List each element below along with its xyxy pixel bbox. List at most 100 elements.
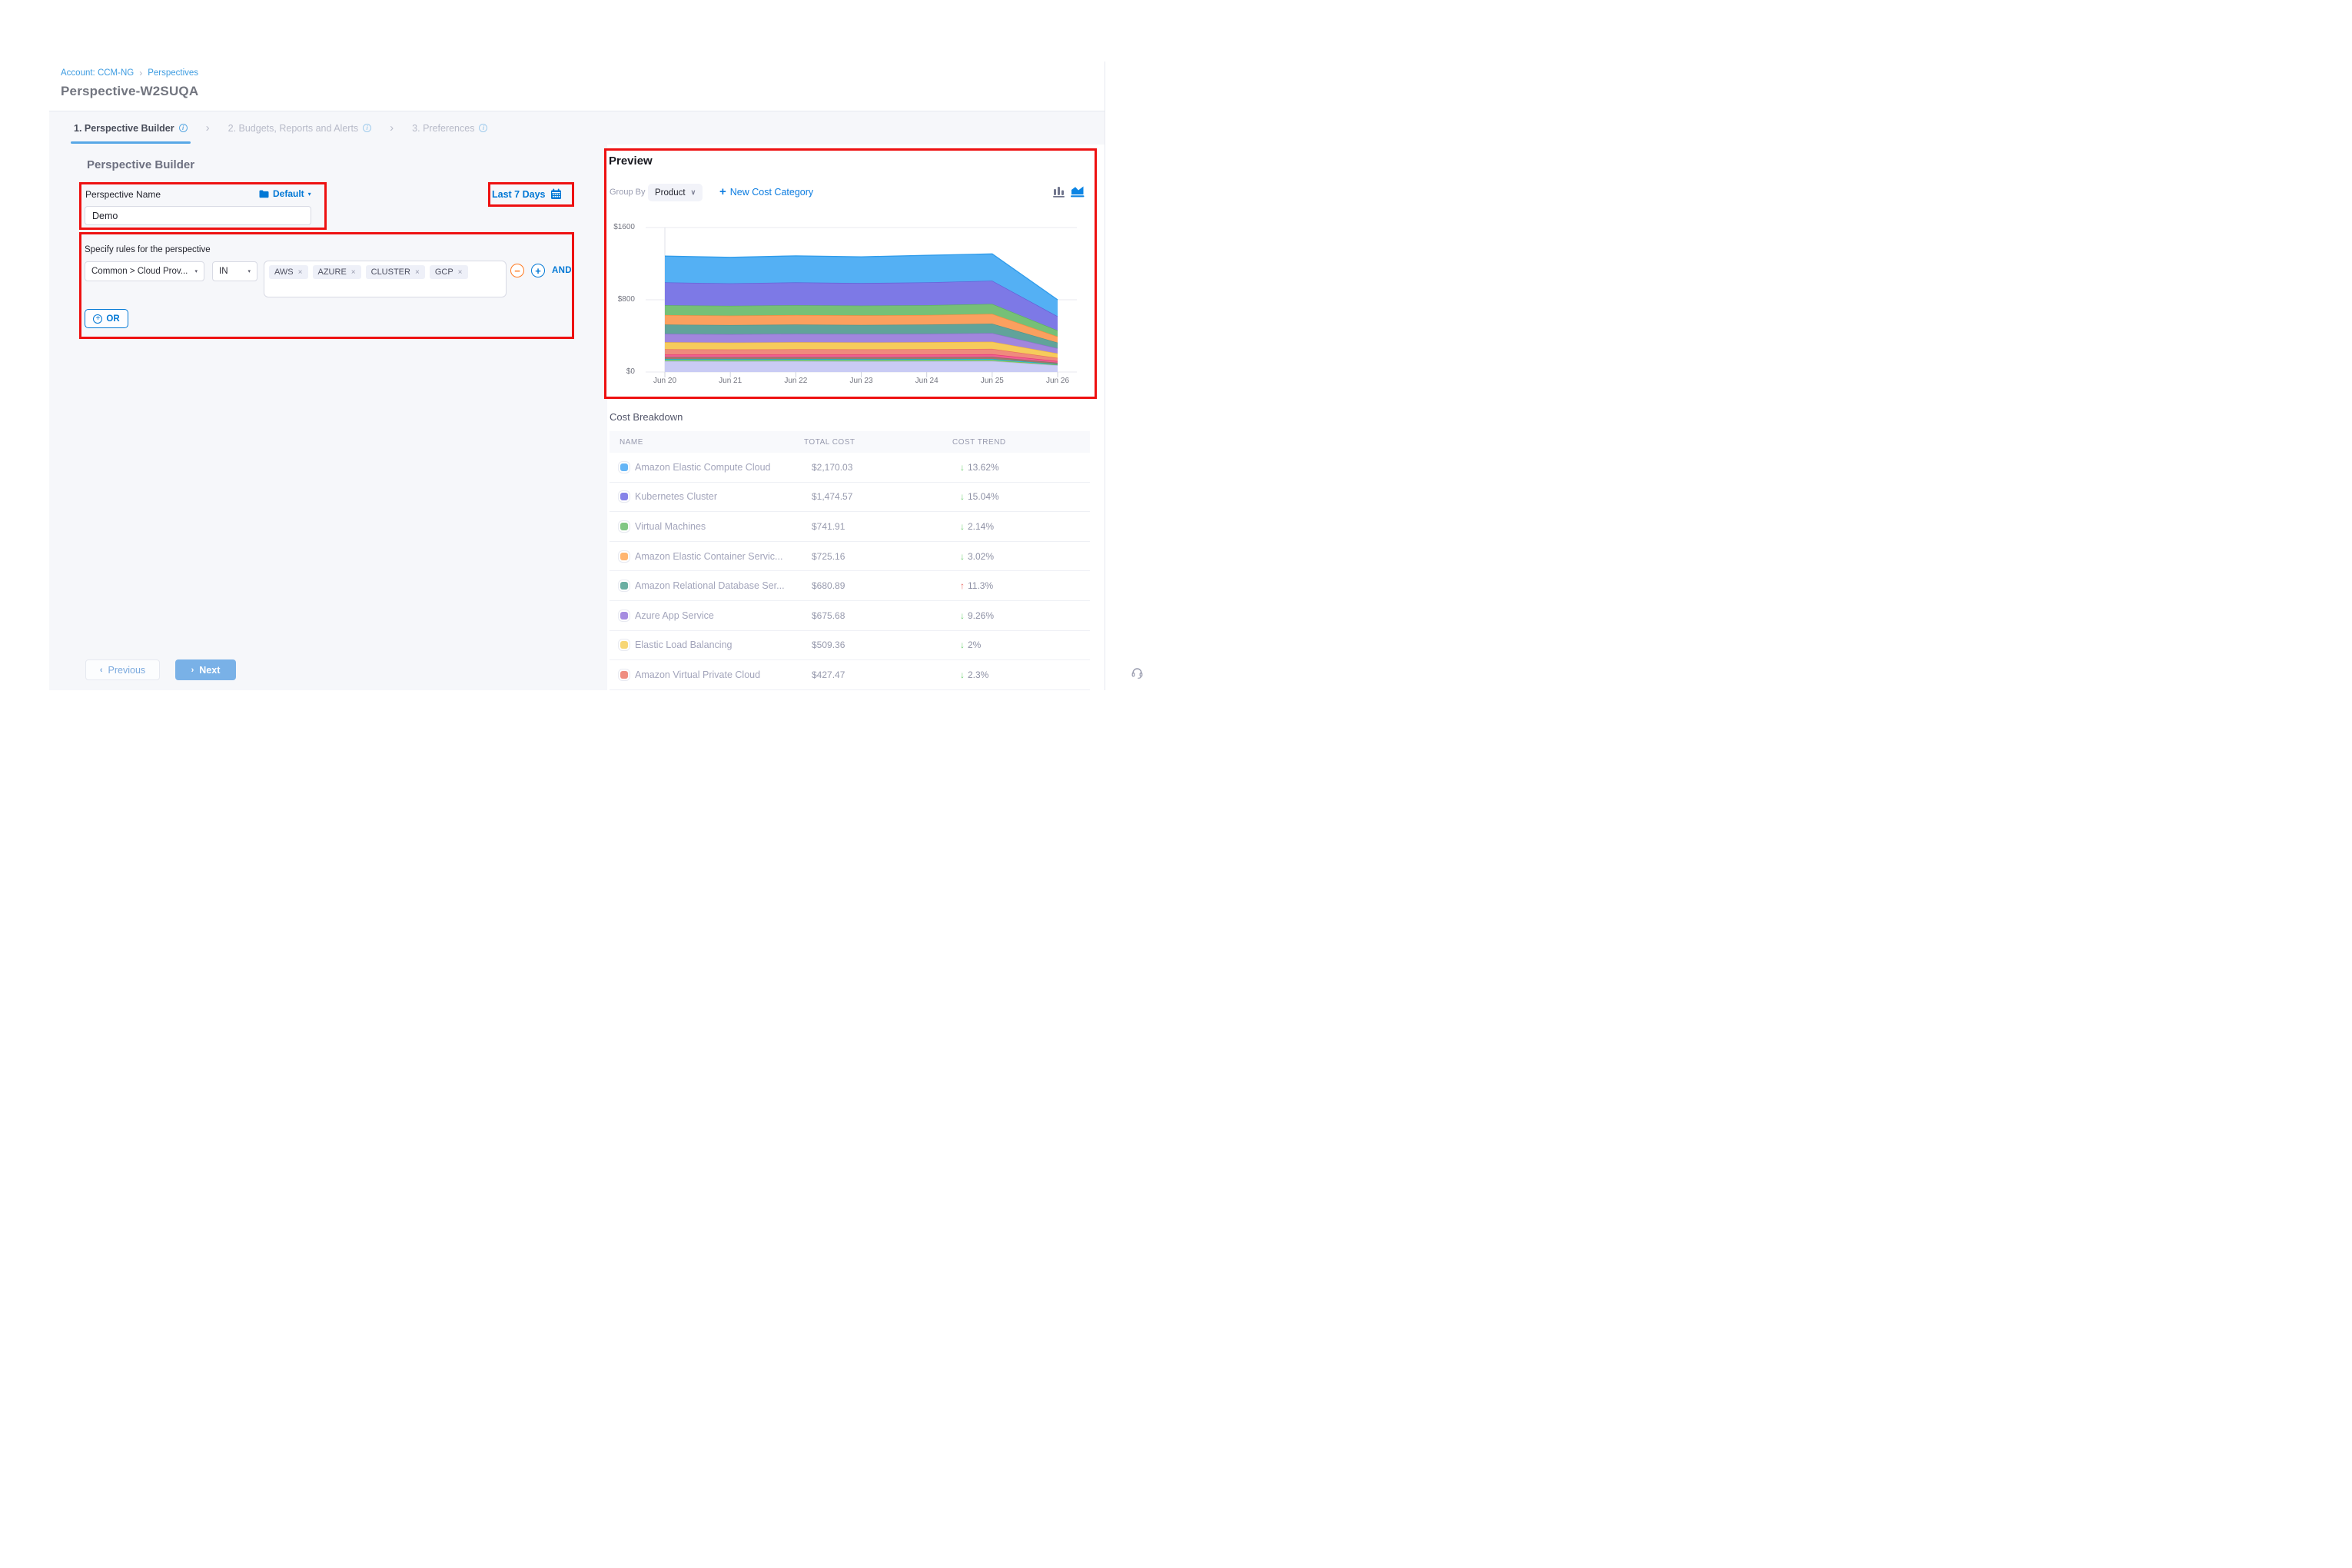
chip-label: CLUSTER — [370, 267, 410, 277]
cost-breakdown-row[interactable]: Elastic Load Balancing $509.36 ↓ 2% — [610, 631, 1090, 661]
add-or-rule-button[interactable]: + OR — [85, 309, 128, 328]
folder-selector[interactable]: Default ▾ — [259, 188, 311, 199]
chip-close-icon[interactable]: × — [350, 267, 356, 277]
series-color-swatch — [620, 522, 628, 530]
breadcrumb-perspectives-link[interactable]: Perspectives — [148, 68, 199, 78]
trend-down-icon: ↓ — [960, 669, 965, 680]
calendar-icon — [551, 188, 562, 199]
support-headset-icon[interactable] — [1131, 666, 1144, 679]
trend-down-icon: ↓ — [960, 520, 965, 532]
cost-breakdown-row[interactable]: Azure App Service $675.68 ↓ 9.26% — [610, 601, 1090, 631]
service-name: Kubernetes Cluster — [635, 491, 718, 503]
plus-icon: + — [719, 185, 726, 198]
bar-chart-toggle-icon[interactable] — [1053, 186, 1065, 198]
cost-breakdown-row[interactable]: Amazon Virtual Private Cloud $427.47 ↓ 2.3% — [610, 660, 1090, 690]
tab-preferences[interactable]: 3. Preferences i — [410, 111, 489, 145]
page-title: Perspective-W2SUQA — [61, 84, 199, 98]
service-name: Amazon Elastic Container Servic... — [635, 550, 783, 562]
breadcrumb-separator-icon: › — [139, 68, 143, 78]
remove-rule-button[interactable]: − — [510, 264, 524, 277]
tab-separator-icon: › — [390, 121, 394, 135]
series-color-swatch — [620, 670, 628, 679]
area-chart-toggle-icon[interactable] — [1071, 185, 1085, 198]
area-series-amazon-relational-database-service — [665, 324, 1058, 349]
y-axis-tick-label: $0 — [626, 367, 635, 376]
cost-breakdown-table: Amazon Elastic Compute Cloud $2,170.03 ↓ 13… — [610, 453, 1090, 690]
area-series-amazon-elastic-container-service — [665, 314, 1058, 343]
total-cost-value: $725.16 — [812, 550, 845, 562]
cost-preview-chart[interactable] — [638, 215, 1099, 388]
cost-breakdown-heading: Cost Breakdown — [610, 411, 683, 423]
area-series-azure-app-service — [665, 333, 1058, 354]
x-axis-tick-label: Jun 22 — [784, 377, 808, 385]
total-cost-value: $741.91 — [812, 520, 845, 532]
next-button-label: Next — [199, 664, 221, 676]
breadcrumb-account-link[interactable]: Account: CCM-NG — [61, 68, 135, 78]
group-by-select[interactable]: Product ∨ — [648, 184, 703, 201]
cost-trend-value: ↓ 13.62% — [960, 462, 999, 473]
tab-perspective-builder[interactable]: 1. Perspective Builder i — [71, 111, 191, 145]
series-color-swatch — [620, 641, 628, 649]
cost-trend-value: ↓ 9.26% — [960, 610, 994, 621]
tab-budgets-reports-and-alerts[interactable]: 2. Budgets, Reports and Alerts i — [227, 111, 374, 145]
total-cost-value: $675.68 — [812, 610, 845, 621]
trend-percent: 15.04% — [968, 491, 999, 503]
rule-value-chip: AWS × — [269, 265, 308, 279]
area-series-elastic-load-balancing — [665, 341, 1058, 358]
series-color-swatch — [620, 493, 628, 501]
add-rule-button[interactable]: + — [531, 264, 545, 277]
x-axis-tick-label: Jun 21 — [719, 377, 742, 385]
cost-breakdown-row[interactable]: Virtual Machines $741.91 ↓ 2.14% — [610, 512, 1090, 542]
builder-pane-background — [49, 145, 607, 690]
chevron-down-icon: ∨ — [690, 188, 696, 196]
total-cost-value: $2,170.03 — [812, 461, 853, 473]
trend-percent: 13.62% — [968, 461, 999, 473]
chevron-right-icon: › — [191, 665, 194, 675]
column-header-total-cost: TOTAL COST — [804, 437, 855, 447]
rule-value-chip: CLUSTER × — [365, 265, 425, 279]
rules-section-label: Specify rules for the perspective — [85, 245, 211, 254]
perspective-name-input[interactable] — [85, 206, 311, 225]
new-cost-category-button[interactable]: + New Cost Category — [719, 186, 813, 198]
trend-percent: 2.3% — [968, 669, 989, 680]
cost-trend-value: ↓ 2.3% — [960, 669, 988, 680]
cost-breakdown-row[interactable]: Kubernetes Cluster $1,474.57 ↓ 15.04% — [610, 483, 1090, 513]
cost-trend-value: ↓ 2% — [960, 639, 981, 650]
previous-button[interactable]: ‹ Previous — [85, 659, 160, 680]
series-color-swatch — [620, 552, 628, 560]
tab-label: 1. Perspective Builder — [74, 122, 174, 134]
area-series-virtual-machines — [665, 304, 1058, 337]
area-series-edge — [664, 253, 1058, 301]
info-icon: i — [479, 124, 488, 132]
group-by-value: Product — [655, 188, 686, 198]
trend-down-icon: ↓ — [960, 610, 965, 621]
area-series-kubernetes-cluster — [665, 281, 1058, 331]
trend-down-icon: ↓ — [960, 491, 965, 503]
date-range-picker[interactable]: Last 7 Days — [492, 188, 562, 200]
chart-type-toggles — [1053, 185, 1085, 198]
rule-field-select[interactable]: Common > Cloud Prov... ▾ — [85, 261, 204, 281]
total-cost-value: $1,474.57 — [812, 491, 853, 503]
chip-label: GCP — [434, 267, 453, 277]
rule-operator-select[interactable]: IN ▾ — [212, 261, 257, 281]
cost-trend-value: ↓ 3.02% — [960, 551, 994, 562]
chevron-left-icon: ‹ — [99, 665, 103, 675]
x-axis-tick-label: Jun 23 — [849, 377, 873, 385]
preview-heading: Preview — [609, 154, 653, 168]
cost-breakdown-row[interactable]: Amazon Elastic Container Servic... $725.1… — [610, 542, 1090, 572]
chip-close-icon[interactable]: × — [297, 267, 303, 277]
area-series-amazon-virtual-private-cloud — [665, 348, 1058, 361]
cost-trend-value: ↑ 11.3% — [960, 580, 993, 591]
chip-close-icon[interactable]: × — [457, 267, 463, 277]
cost-breakdown-row[interactable]: Amazon Relational Database Ser... $680.89… — [610, 571, 1090, 601]
cost-breakdown-header: NAME TOTAL COST COST TREND — [610, 431, 1090, 453]
area-series-series-pink — [665, 354, 1058, 363]
tab-label: 2. Budgets, Reports and Alerts — [228, 122, 359, 134]
trend-percent: 9.26% — [968, 610, 995, 621]
next-button[interactable]: › Next — [175, 659, 236, 680]
plus-circle-icon: + — [93, 314, 103, 324]
cost-breakdown-row[interactable]: Amazon Elastic Compute Cloud $2,170.03 ↓ 13… — [610, 453, 1090, 483]
rule-values-input[interactable]: AWS × AZURE × CLUSTER × GCP × — [264, 261, 507, 297]
chip-label: AWS — [274, 267, 294, 277]
chip-close-icon[interactable]: × — [414, 267, 420, 277]
